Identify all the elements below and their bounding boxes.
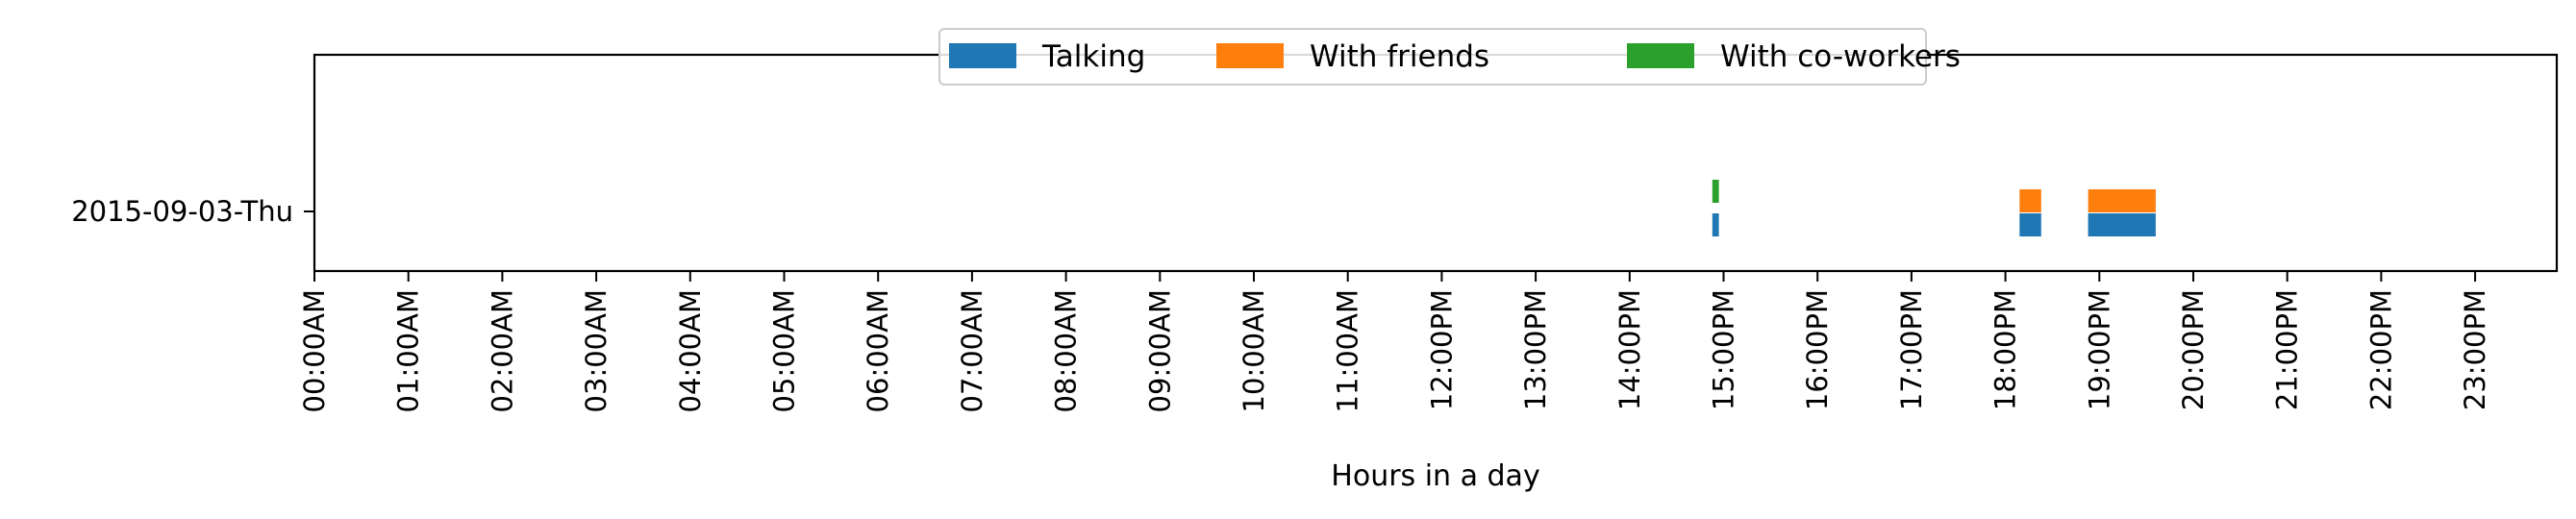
- legend-label-talking: Talking: [1041, 39, 1145, 74]
- x-tick-label: 03:00AM: [580, 289, 613, 412]
- y-tick-label: 2015-09-03-Thu: [71, 195, 293, 228]
- x-tick-label: 10:00AM: [1238, 289, 1270, 412]
- x-tick-label: 15:00PM: [1708, 289, 1740, 410]
- x-tick-label: 21:00PM: [2271, 289, 2304, 410]
- x-tick-label: 06:00AM: [862, 289, 894, 412]
- x-tick-label: 18:00PM: [1989, 289, 2022, 410]
- x-tick-label: 14:00PM: [1613, 289, 1646, 410]
- x-tick-label: 04:00AM: [674, 289, 707, 412]
- legend-swatch-talking: [949, 43, 1016, 68]
- x-tick-label: 12:00PM: [1425, 289, 1458, 410]
- x-tick-label: 07:00AM: [956, 289, 988, 412]
- x-tick-label: 05:00AM: [768, 289, 801, 412]
- bar-talking-0: [1712, 213, 1719, 236]
- x-tick-label: 09:00AM: [1143, 289, 1176, 412]
- x-axis: 00:00AM 01:00AM 02:00AM 03:00AM 04:00AM 05:00…: [298, 271, 2491, 412]
- bar-talking-1: [2019, 213, 2041, 236]
- legend-box: [938, 28, 1927, 86]
- bar-talking-2: [2088, 213, 2156, 236]
- y-axis: 2015-09-03-Thu: [71, 195, 314, 228]
- legend-label-with-friends: With friends: [1310, 39, 1489, 74]
- x-tick-label: 20:00PM: [2177, 289, 2210, 410]
- bar-with-friends-0: [2019, 189, 2041, 212]
- x-axis-label: Hours in a day: [1331, 459, 1539, 493]
- plot-background: [314, 55, 2557, 271]
- x-tick-label: 19:00PM: [2083, 289, 2115, 410]
- x-tick-label: 13:00PM: [1519, 289, 1552, 410]
- x-tick-label: 22:00PM: [2364, 289, 2397, 410]
- x-tick-label: 02:00AM: [486, 289, 518, 412]
- x-tick-label: 01:00AM: [392, 289, 425, 412]
- legend-swatch-with-co-workers: [1627, 43, 1694, 68]
- x-tick-label: 00:00AM: [298, 289, 331, 412]
- legend-label-with-co-workers: With co-workers: [1720, 39, 1961, 74]
- legend: Talking With friends With co-workers: [938, 28, 1961, 86]
- x-tick-label: 23:00PM: [2459, 289, 2491, 410]
- x-tick-label: 08:00AM: [1050, 289, 1083, 412]
- bar-with-friends-1: [2088, 189, 2156, 212]
- x-tick-label: 16:00PM: [1801, 289, 1834, 410]
- bar-with-co-workers-0: [1712, 180, 1719, 203]
- x-tick-label: 17:00PM: [1895, 289, 1928, 410]
- legend-swatch-with-friends: [1216, 43, 1284, 68]
- bars-group: [1712, 180, 2156, 236]
- x-tick-label: 11:00AM: [1332, 289, 1364, 412]
